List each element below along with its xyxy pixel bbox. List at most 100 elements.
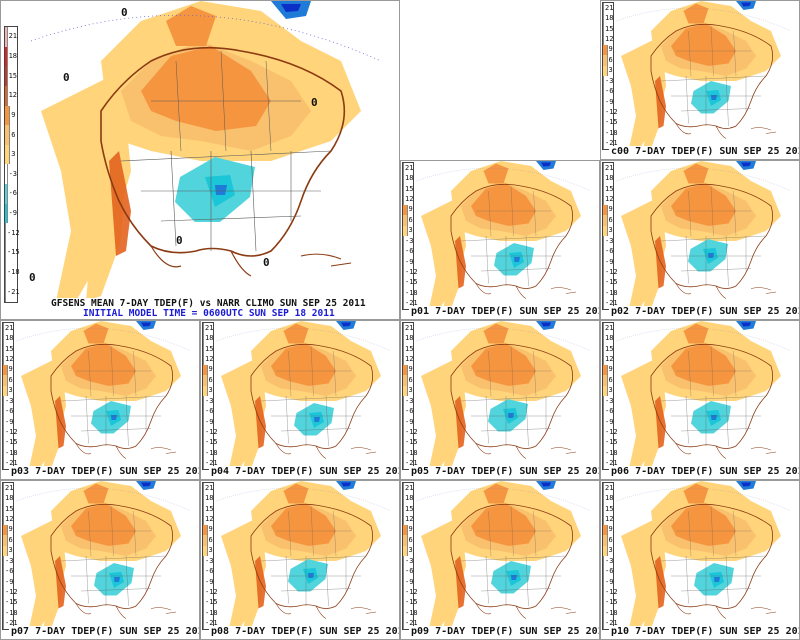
legend-swatch	[5, 203, 8, 224]
legend-label: -15	[405, 598, 418, 607]
legend-swatch	[603, 448, 604, 459]
legend-label: -6	[8, 189, 17, 198]
legend-swatch	[403, 333, 404, 344]
legend-swatch	[603, 3, 604, 14]
legend-swatch	[203, 458, 204, 469]
legend-swatch	[603, 364, 608, 376]
legend-entry: -21	[403, 618, 418, 629]
legend-swatch	[203, 587, 204, 598]
legend-entry: 9	[603, 204, 613, 216]
legend-swatch	[403, 277, 404, 289]
member-map	[601, 161, 799, 319]
legend-swatch	[603, 277, 604, 289]
legend-label: -6	[405, 567, 414, 576]
legend-entry: -9	[403, 256, 413, 268]
legend-entry: 6	[403, 215, 413, 226]
member-caption: c00 7-DAY TDEP(F) SUN SEP 25 2011	[609, 146, 799, 157]
map-layer	[1, 481, 199, 639]
legend-label: 12	[605, 514, 614, 523]
legend-swatch	[203, 375, 208, 386]
legend-label: 18	[605, 174, 614, 183]
legend-entry: 21	[603, 483, 613, 494]
legend-swatch	[603, 597, 604, 609]
legend-entry: 18	[603, 173, 614, 184]
legend-label: 12	[5, 354, 14, 363]
legend-entry: 21	[5, 27, 17, 47]
legend-entry: -9	[603, 416, 614, 428]
legend-label: -21	[405, 619, 418, 628]
legend-swatch	[603, 44, 608, 56]
legend-swatch	[603, 138, 604, 149]
legend-entry: 15	[603, 343, 613, 355]
legend-swatch	[3, 524, 8, 536]
legend-swatch	[203, 597, 204, 609]
legend-label: -9	[605, 417, 614, 426]
legend-label: 21	[405, 483, 414, 492]
legend-label: 3	[608, 226, 613, 235]
legend-entry: 12	[603, 34, 613, 45]
map-layer	[401, 481, 599, 639]
legend-label: -9	[605, 97, 614, 106]
legend-label: 18	[605, 494, 614, 503]
legend-label: 6	[11, 130, 16, 139]
legend-entry: 21	[3, 483, 13, 494]
legend-swatch	[403, 173, 404, 184]
legend-swatch	[203, 535, 208, 546]
legend-entry: 3	[3, 385, 13, 396]
legend-entry: 15	[5, 66, 17, 86]
legend-swatch	[403, 323, 404, 334]
legend-entry: 21	[203, 483, 213, 494]
member-caption: p10 7-DAY TDEP(F) SUN SEP 25 2011	[609, 626, 799, 637]
legend-label: -18	[205, 448, 218, 457]
member-map	[201, 321, 399, 479]
legend-label: 18	[205, 494, 214, 503]
legend-label: -6	[205, 407, 214, 416]
legend-entry: 18	[403, 333, 413, 344]
legend-entry: -18	[403, 608, 418, 619]
legend-label: 21	[405, 323, 414, 332]
legend-entry: -12	[3, 587, 18, 598]
main-title: GFSENS MEAN 7-DAY TDEP(F) vs NARR CLIMO …	[49, 298, 368, 309]
legend-entry: -15	[603, 437, 618, 449]
member-legend: 21 18 15 12 9 6 3 -3 -6 -9 -12 -15 -18 -21	[602, 482, 618, 630]
legend-swatch	[603, 13, 604, 24]
member-legend: 21 18 15 12 9 6 3 -3 -6 -9 -12 -15 -18 -21	[202, 482, 218, 630]
legend-label: 15	[5, 344, 14, 353]
legend-label: -12	[205, 587, 218, 596]
main-panel: 0 0 0 0 0 0 21 18 15 12 9 6 3 -3 -6 -9 -12 -15 -18 -21 GFS…	[0, 0, 400, 320]
legend-swatch	[603, 524, 608, 536]
member-caption: p03 7-DAY TDEP(F) SUN SEP 25 2011	[9, 466, 199, 477]
legend-label: -15	[605, 278, 618, 287]
legend-label: 18	[205, 334, 214, 343]
legend-label: 9	[8, 525, 13, 534]
map-layer	[201, 321, 399, 479]
legend-swatch	[3, 535, 8, 546]
legend-swatch	[203, 524, 208, 536]
legend-label: -3	[605, 76, 614, 85]
legend-label: -9	[405, 577, 414, 586]
legend-swatch	[5, 282, 6, 302]
legend-entry: -9	[203, 576, 213, 588]
legend-entry: 6	[5, 125, 17, 145]
legend-swatch	[3, 545, 8, 556]
legend-entry: 15	[603, 183, 613, 195]
legend-label: -18	[405, 288, 418, 297]
legend-label: -21	[205, 619, 218, 628]
legend-entry: 21	[603, 323, 613, 334]
legend-entry: -15	[603, 117, 618, 129]
legend-label: -18	[405, 608, 418, 617]
legend-label: -21	[5, 459, 18, 468]
member-panel: 21 18 15 12 9 6 3 -3 -6 -9 -12 -15 -18 -21 p07 7-DAY T…	[0, 480, 200, 640]
legend-label: -6	[405, 247, 414, 256]
legend-label: 18	[5, 494, 14, 503]
contour-label: 0	[29, 271, 36, 284]
legend-swatch	[5, 262, 6, 283]
legend-swatch	[403, 256, 404, 268]
legend-swatch	[5, 243, 6, 263]
member-map	[201, 481, 399, 639]
legend-swatch	[603, 406, 604, 417]
member-panel: 21 18 15 12 9 6 3 -3 -6 -9 -12 -15 -18 -21 p06 7-DAY T…	[600, 320, 800, 480]
legend-label: -6	[205, 567, 214, 576]
legend-swatch	[403, 204, 408, 216]
legend-swatch	[5, 27, 8, 47]
